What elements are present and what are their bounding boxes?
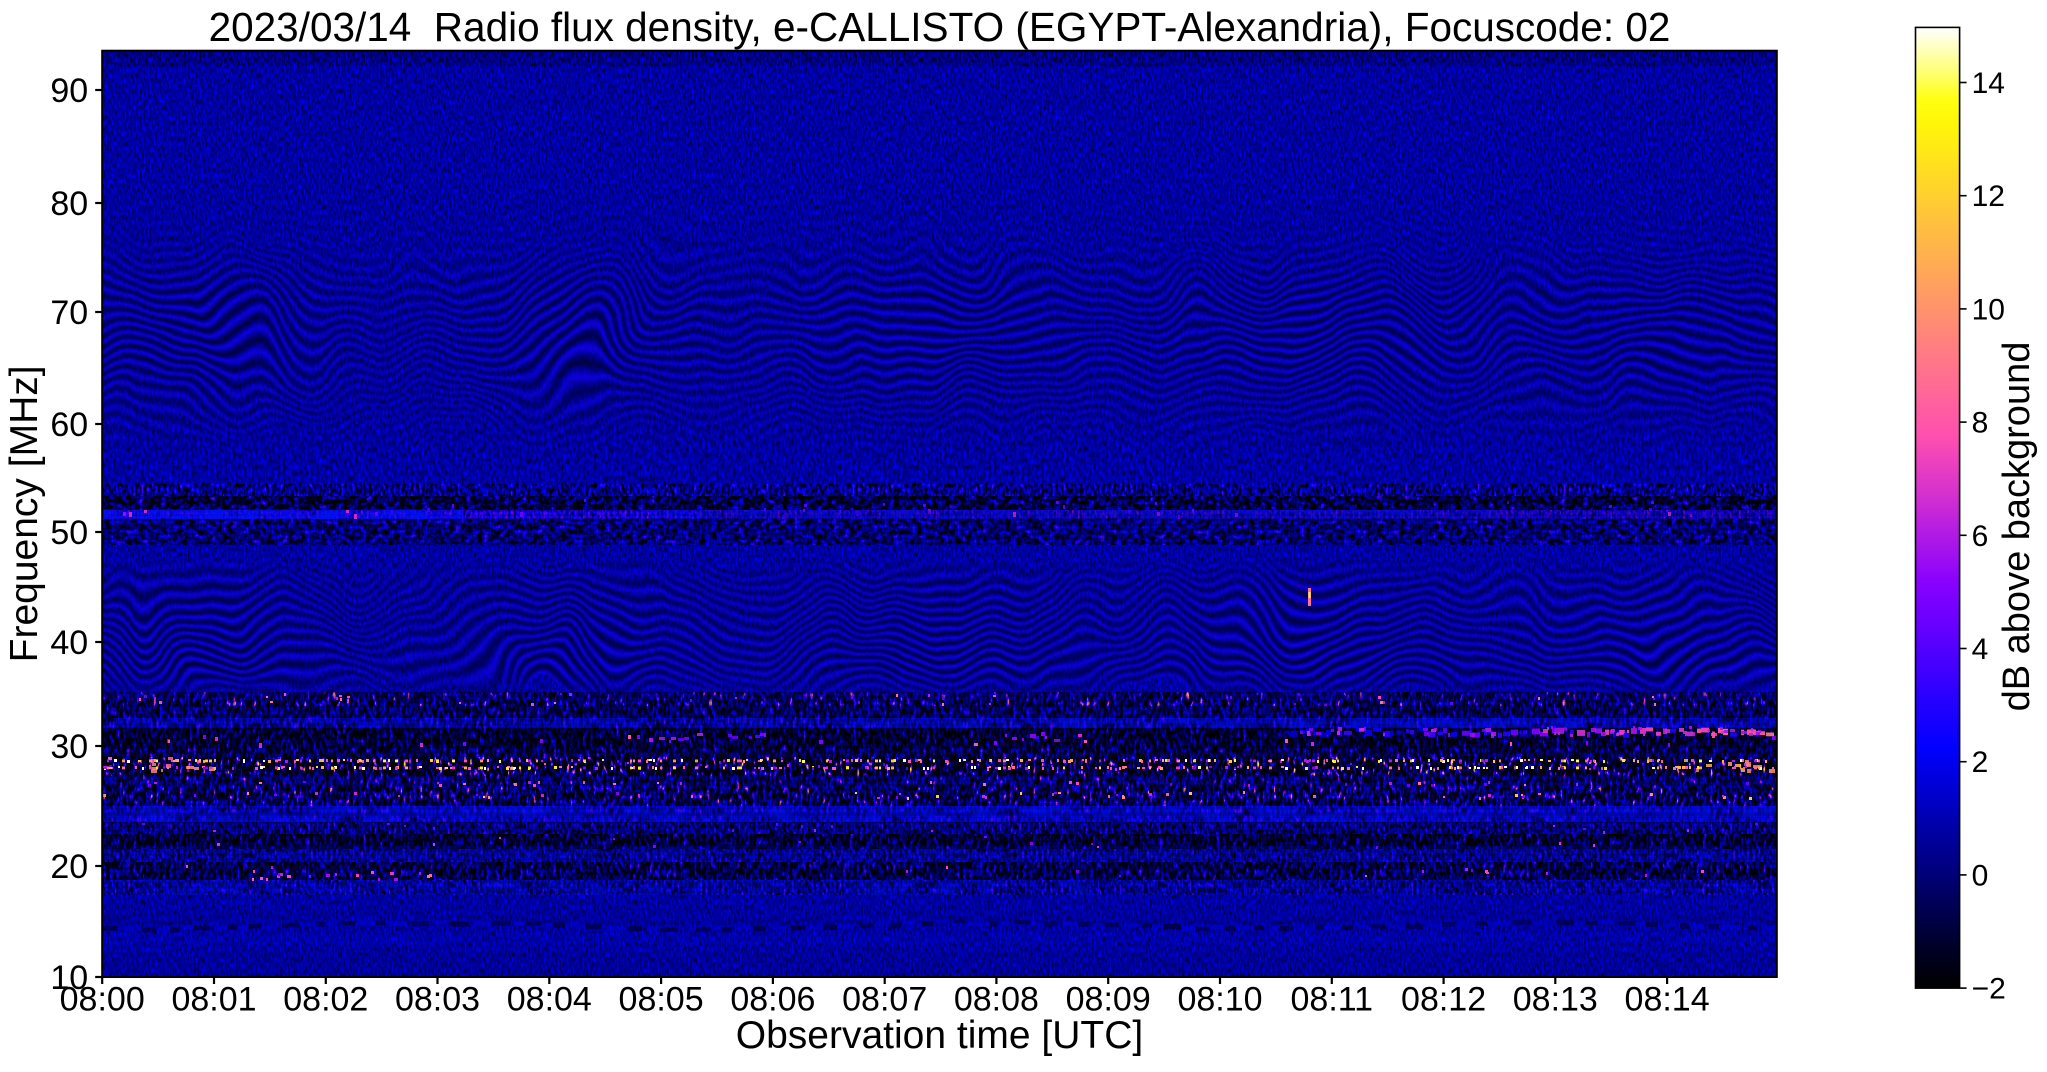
svg-text:90: 90 [50,72,88,110]
svg-text:08:07: 08:07 [842,981,927,1019]
svg-text:08:02: 08:02 [283,981,368,1019]
svg-text:10: 10 [50,959,88,997]
svg-text:40: 40 [50,624,88,662]
svg-text:12: 12 [1972,180,2005,213]
svg-text:8: 8 [1972,407,1989,440]
svg-text:08:00: 08:00 [60,981,145,1019]
svg-text:08:12: 08:12 [1401,981,1486,1019]
svg-text:08:09: 08:09 [1066,981,1151,1019]
svg-text:08:01: 08:01 [171,981,256,1019]
svg-text:80: 80 [50,185,88,223]
svg-text:08:14: 08:14 [1625,981,1710,1019]
svg-text:6: 6 [1972,520,1989,553]
svg-text:08:11: 08:11 [1291,981,1374,1019]
svg-text:Frequency [MHz]: Frequency [MHz] [3,365,46,662]
svg-text:dB above background: dB above background [1996,342,2038,712]
svg-text:70: 70 [50,294,88,332]
svg-text:Observation time [UTC]: Observation time [UTC] [736,1014,1143,1057]
svg-text:08:06: 08:06 [730,981,815,1019]
svg-text:08:04: 08:04 [507,981,592,1019]
svg-text:08:05: 08:05 [619,981,704,1019]
svg-text:0: 0 [1972,859,1989,892]
svg-text:60: 60 [50,406,88,444]
svg-text:20: 20 [50,848,88,886]
svg-text:30: 30 [50,728,88,766]
svg-text:14: 14 [1972,67,2005,100]
svg-text:08:03: 08:03 [395,981,480,1019]
svg-text:2023/03/14 Radio flux density: 2023/03/14 Radio flux density, e-CALLIST… [209,4,1671,50]
svg-text:4: 4 [1972,633,1989,666]
svg-text:50: 50 [50,514,88,552]
svg-text:08:10: 08:10 [1177,981,1262,1019]
svg-text:2: 2 [1972,746,1989,779]
svg-text:08:08: 08:08 [954,981,1039,1019]
svg-text:08:13: 08:13 [1513,981,1598,1019]
svg-text:10: 10 [1972,293,2005,326]
svg-text:−2: −2 [1972,973,2006,1006]
